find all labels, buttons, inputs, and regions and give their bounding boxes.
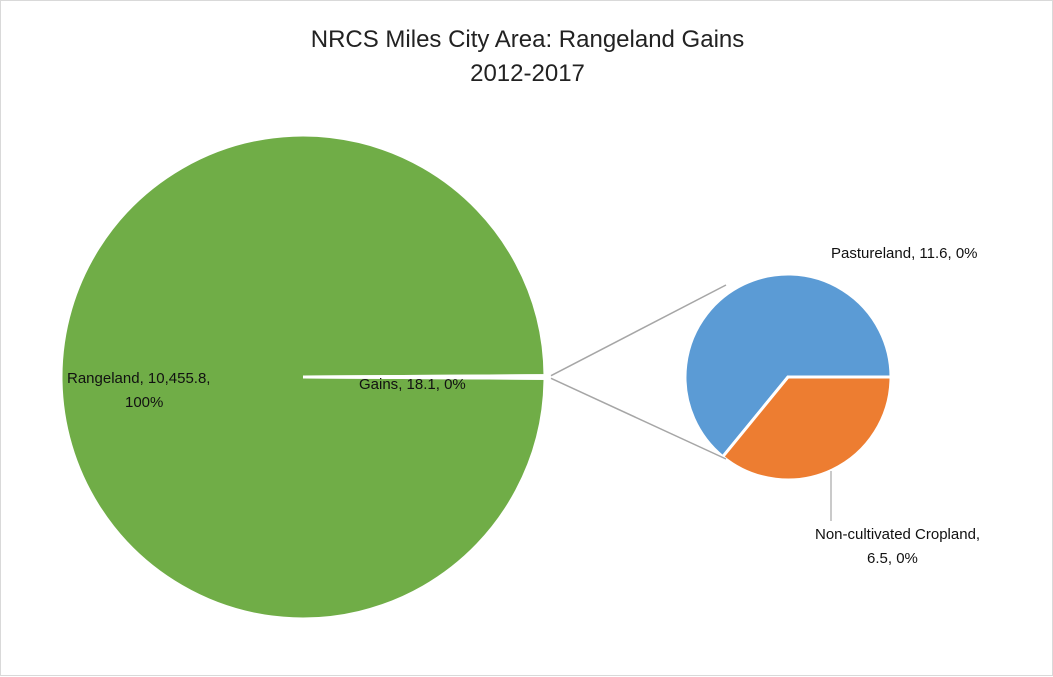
pastureland-value: 11.6 xyxy=(919,245,948,262)
connector-line-top xyxy=(550,284,727,377)
rangeland-percent-label: 100% xyxy=(125,394,164,411)
rangeland-value: 10,455.8 xyxy=(147,370,207,387)
slice-non-cultivated-cropland xyxy=(720,375,893,482)
cropland-value: 6.5 xyxy=(867,550,888,567)
slice-pastureland xyxy=(683,272,893,459)
rangeland-name: Rangeland xyxy=(67,370,140,387)
slice-rangeland xyxy=(59,133,547,621)
gains-percent: 0% xyxy=(444,376,466,393)
cropland-value-label: 6.5, 0% xyxy=(867,550,918,567)
connector-line-bottom xyxy=(550,377,727,460)
cropland-percent: 0% xyxy=(896,550,918,567)
rangeland-data-label: Rangeland, 10,455.8, xyxy=(67,370,211,387)
pastureland-name: Pastureland xyxy=(831,245,912,262)
chart-title: NRCS Miles City Area: Rangeland Gains xyxy=(310,26,745,53)
pastureland-percent: 0% xyxy=(955,245,978,262)
chart-subtitle: 2012-2017 xyxy=(470,60,585,87)
cropland-name: Non-cultivated Cropland xyxy=(815,526,976,543)
cropland-data-label: Non-cultivated Cropland, xyxy=(815,526,981,543)
gains-data-label: Gains, 18.1, 0% xyxy=(359,376,466,393)
gains-value: 18.1 xyxy=(406,376,436,393)
pastureland-data-label: Pastureland, 11.6, 0% xyxy=(831,245,978,262)
gains-name: Gains xyxy=(359,376,399,393)
slice-gains xyxy=(302,374,547,380)
